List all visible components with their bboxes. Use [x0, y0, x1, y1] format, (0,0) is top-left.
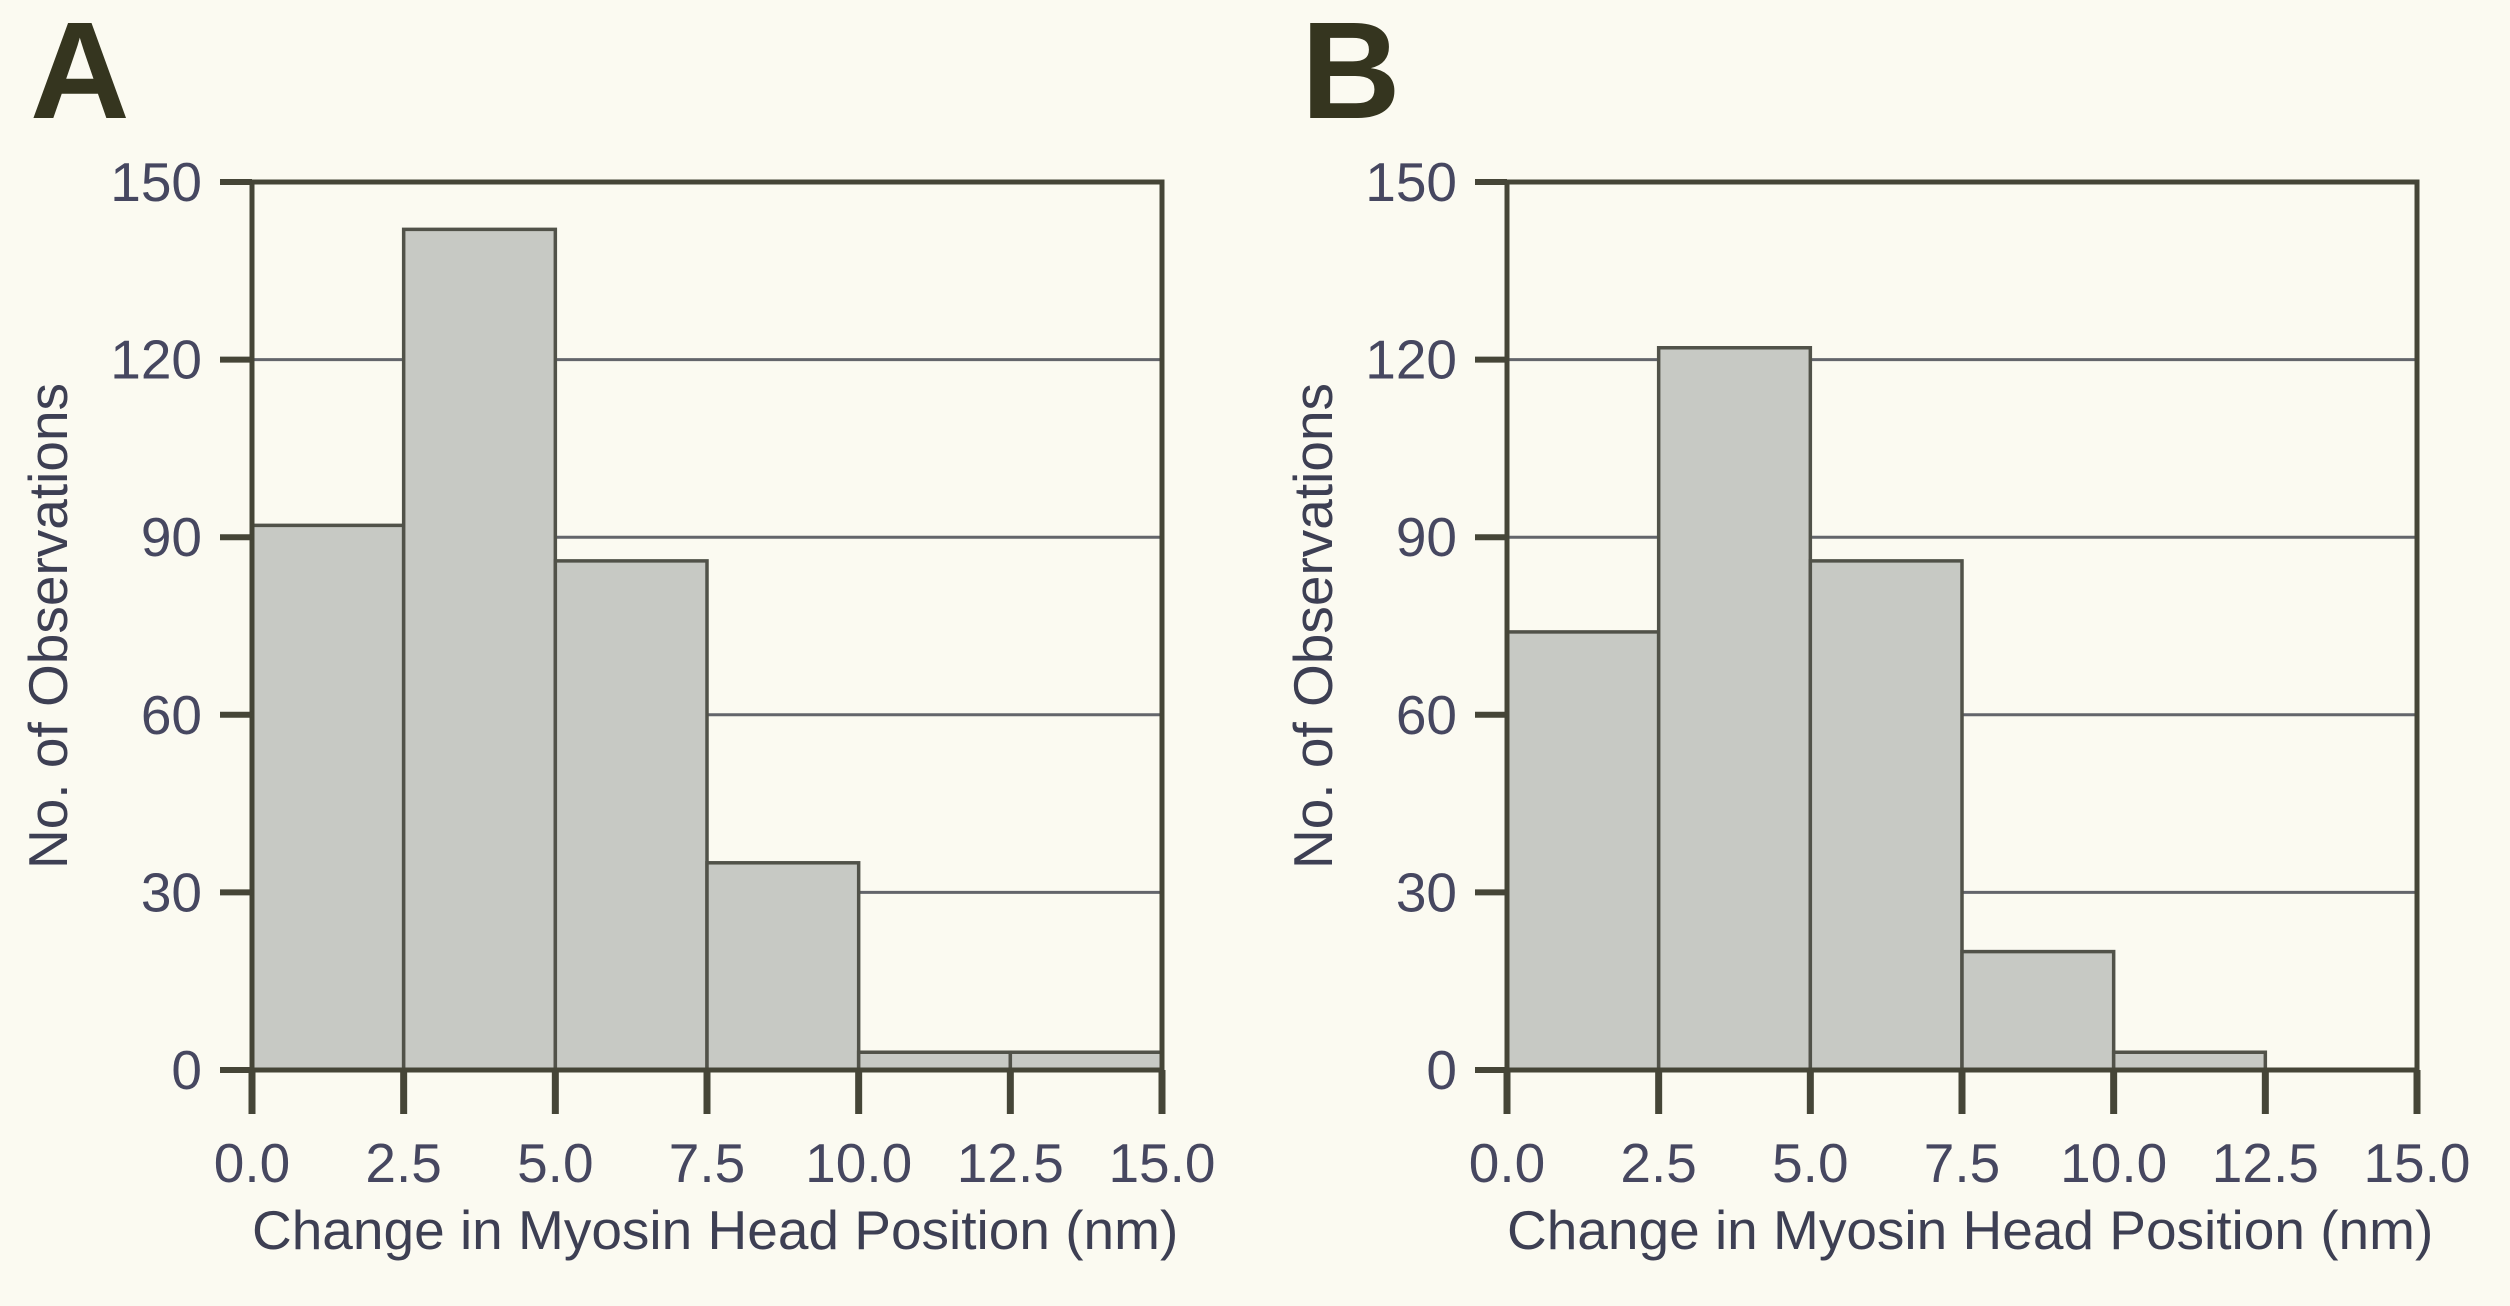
- panel-a-bar-10.0-12.5nm: [856, 1050, 1013, 1072]
- panel-b-bar-2.5-5.0nm: [1656, 346, 1813, 1072]
- panel-b-x-tick-label-2.5: 2.5: [1620, 1132, 1696, 1194]
- panel-a: A No. of Observations 0 30 60 90 120 150 0.0 2.…: [17, 0, 1216, 1261]
- panel-a-y-tick-label-150: 150: [110, 151, 202, 213]
- panel-a-x-tick-label-0.0: 0.0: [214, 1132, 290, 1194]
- panel-b-y-tick-label-0: 0: [1426, 1039, 1457, 1101]
- panel-a-x-tick-label-10.0: 10.0: [805, 1132, 912, 1194]
- panel-b-bar-0.0-2.5nm: [1505, 630, 1661, 1072]
- panel-b-x-tick-label-0.0: 0.0: [1469, 1132, 1545, 1194]
- panel-a-bar-7.5-10.0nm: [705, 861, 861, 1072]
- panel-a-y-tick-label-30: 30: [141, 861, 202, 923]
- panel-b-histogram: 0 30 60 90 120 150 0.0 2.5 5.0 7.5 10.0 12.5 15.0: [1365, 151, 2470, 1194]
- panel-a-bar-0.0-2.5nm: [250, 523, 406, 1072]
- panel-b-y-tick-label-30: 30: [1396, 861, 1457, 923]
- panel-b-x-tick-label-10.0: 10.0: [2060, 1132, 2167, 1194]
- panel-a-y-tick-label-120: 120: [110, 329, 202, 391]
- panel-b: B No. of Observations 0 30 60 90 120 150 0.0 2.…: [1255, 0, 2510, 1306]
- panel-b-y-tick-label-150: 150: [1365, 151, 1457, 213]
- panel-a-x-tick-label-5.0: 5.0: [517, 1132, 593, 1194]
- panel-a-x-tick-label-12.5: 12.5: [957, 1132, 1064, 1194]
- panel-a-x-tick-label-7.5: 7.5: [669, 1132, 745, 1194]
- panel-a-x-tick-label-15.0: 15.0: [1108, 1132, 1215, 1194]
- panel-b-x-tick-label-7.5: 7.5: [1924, 1132, 2000, 1194]
- panel-b-y-tick-label-90: 90: [1396, 506, 1457, 568]
- panel-b-y-tick-label-120: 120: [1365, 329, 1457, 391]
- panel-b-bar-7.5-10.0nm: [1960, 949, 2116, 1072]
- panel-b-x-tick-label-5.0: 5.0: [1772, 1132, 1848, 1194]
- panel-a-x-axis-title: Change in Myosin Head Position (nm): [252, 1199, 1179, 1261]
- panel-b-x-tick-label-12.5: 12.5: [2212, 1132, 2319, 1194]
- panel-a-x-tick-label-2.5: 2.5: [365, 1132, 441, 1194]
- panel-a-y-tick-label-0: 0: [171, 1039, 202, 1101]
- panel-a-histogram: 0 30 60 90 120 150 0.0 2.5 5.0 7.5 10.0 12.5 15.0: [110, 151, 1215, 1194]
- panel-b-x-tick-label-15.0: 15.0: [2363, 1132, 2470, 1194]
- panel-a-bar-2.5-5.0nm: [401, 227, 558, 1072]
- panel-a-y-tick-label-90: 90: [141, 506, 202, 568]
- panel-b-bar-10.0-12.5nm: [2111, 1050, 2268, 1072]
- panel-a-letter: A: [30, 0, 130, 148]
- panel-a-y-tick-label-60: 60: [141, 684, 202, 746]
- panel-b-bar-5.0-7.5nm: [1808, 559, 1964, 1072]
- panel-b-letter: B: [1301, 0, 1401, 148]
- panel-b-y-tick-label-60: 60: [1396, 684, 1457, 746]
- panel-a-bar-5.0-7.5nm: [553, 559, 709, 1072]
- panel-a-bar-12.5-15.0nm: [1008, 1050, 1164, 1072]
- panel-b-x-axis-title: Change in Myosin Head Position (nm): [1507, 1199, 2434, 1261]
